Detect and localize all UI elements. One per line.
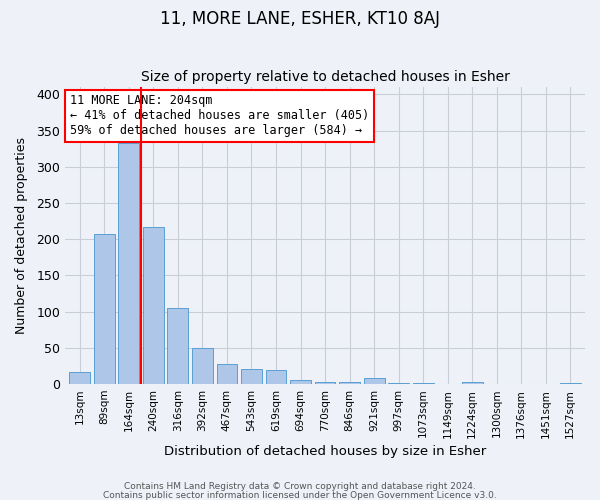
Title: Size of property relative to detached houses in Esher: Size of property relative to detached ho… [140,70,509,85]
Bar [70,372,90,384]
Bar [413,383,434,384]
Bar [143,227,164,384]
Bar [314,382,335,384]
Text: Contains public sector information licensed under the Open Government Licence v3: Contains public sector information licen… [103,490,497,500]
Bar [290,380,311,384]
Bar [560,383,581,384]
Bar [364,378,385,384]
Text: 11 MORE LANE: 204sqm
← 41% of detached houses are smaller (405)
59% of detached : 11 MORE LANE: 204sqm ← 41% of detached h… [70,94,369,138]
Bar [118,143,139,384]
Bar [339,382,360,384]
X-axis label: Distribution of detached houses by size in Esher: Distribution of detached houses by size … [164,444,486,458]
Bar [266,370,286,384]
Bar [388,383,409,384]
Bar [167,308,188,384]
Bar [94,234,115,384]
Bar [241,368,262,384]
Text: 11, MORE LANE, ESHER, KT10 8AJ: 11, MORE LANE, ESHER, KT10 8AJ [160,10,440,28]
Text: Contains HM Land Registry data © Crown copyright and database right 2024.: Contains HM Land Registry data © Crown c… [124,482,476,491]
Bar [217,364,238,384]
Bar [192,348,213,384]
Bar [462,382,482,384]
Y-axis label: Number of detached properties: Number of detached properties [15,137,28,334]
